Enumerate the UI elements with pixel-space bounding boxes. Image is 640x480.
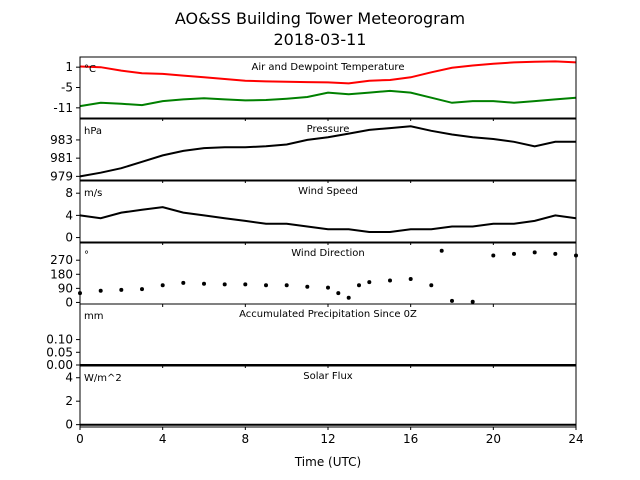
panel-3-point bbox=[222, 282, 227, 287]
panel-3-point bbox=[202, 281, 206, 286]
panel-3-point bbox=[491, 253, 496, 258]
panel-1-ytick-label: 983 bbox=[50, 133, 73, 147]
panel-2-series-line-0 bbox=[79, 206, 577, 233]
panel-3-ytick-label: 0 bbox=[65, 295, 73, 309]
panels-group: Air and Dewpoint Temperature °C 1 -5 -11 Pres… bbox=[46, 56, 584, 446]
panel-3-point bbox=[119, 287, 124, 292]
panel-1-ytick-label: 979 bbox=[50, 169, 73, 183]
panel-0-ytick-label: -5 bbox=[61, 81, 73, 95]
panel-3-point bbox=[243, 282, 248, 287]
panel-3-point bbox=[98, 288, 103, 293]
figure-title-line2: 2018-03-11 bbox=[274, 30, 367, 49]
panel-5-unit-label: W/m^2 bbox=[84, 373, 122, 384]
panel-2-ytick-label: 8 bbox=[65, 186, 73, 200]
panel-0-series-line-1 bbox=[79, 89, 577, 108]
panel-1-title: Pressure bbox=[307, 124, 350, 135]
panel-3-point bbox=[357, 283, 361, 288]
panel-2-ytick-label: 0 bbox=[65, 231, 73, 245]
panel-4-ytick-label: 0.00 bbox=[46, 358, 73, 372]
panel-3-ytick-label: 90 bbox=[58, 281, 73, 295]
figure-title-line1: AO&SS Building Tower Meteorogram bbox=[175, 9, 465, 28]
panel-3-point bbox=[264, 283, 268, 288]
panel-3-point bbox=[408, 277, 413, 281]
panel-2-ytick-label: 4 bbox=[65, 208, 73, 222]
panel-0-ytick-label: -11 bbox=[53, 101, 73, 115]
panel-3-point bbox=[346, 295, 351, 300]
panel-3-unit-label: ° bbox=[84, 250, 89, 261]
panel-4-ytick-label: 0.05 bbox=[46, 345, 73, 359]
panel-4-unit-label: mm bbox=[84, 311, 103, 322]
panel-3-point bbox=[336, 291, 341, 296]
panel-3-point bbox=[470, 299, 475, 304]
xtick-label: 0 bbox=[76, 432, 84, 446]
panel-3-point bbox=[450, 298, 454, 303]
panel-1-series-line-0 bbox=[79, 125, 576, 178]
panel-3-point bbox=[181, 280, 186, 285]
panel-0-unit-label: °C bbox=[84, 64, 96, 75]
panel-3-point bbox=[532, 250, 537, 255]
panel-3-point bbox=[284, 283, 289, 288]
panel-3-point bbox=[160, 283, 165, 288]
panel-1-ytick-label: 981 bbox=[50, 151, 73, 165]
panel-3-point bbox=[512, 251, 516, 256]
panel-3-point bbox=[367, 280, 372, 285]
panel-3-ytick-label: 180 bbox=[50, 267, 73, 281]
x-axis-label: Time (UTC) bbox=[294, 455, 361, 469]
xtick-label: 24 bbox=[568, 432, 583, 446]
panel-3-point bbox=[553, 251, 558, 256]
panel-2-unit-label: m/s bbox=[84, 188, 102, 199]
panel-0-series-line-0 bbox=[79, 60, 577, 85]
panel-2-title: Wind Speed bbox=[298, 186, 358, 197]
panel-0-title: Air and Dewpoint Temperature bbox=[252, 62, 405, 73]
xtick-label: 20 bbox=[486, 432, 501, 446]
xtick-label: 4 bbox=[159, 432, 167, 446]
xtick-label: 12 bbox=[320, 432, 335, 446]
xtick-label: 8 bbox=[242, 432, 250, 446]
panel-3-point bbox=[140, 287, 144, 292]
panel-3-title: Wind Direction bbox=[291, 248, 365, 259]
panel-5-ytick-label: 2 bbox=[65, 394, 73, 408]
xtick-label: 16 bbox=[403, 432, 418, 446]
panel-4-ytick-label: 0.10 bbox=[46, 333, 73, 347]
panel-1-unit-label: hPa bbox=[84, 126, 102, 137]
panel-5-ytick-label: 4 bbox=[65, 371, 73, 385]
panel-3-point bbox=[326, 285, 330, 290]
panel-0-ytick-label: 1 bbox=[65, 60, 73, 74]
panel-3-ytick-label: 270 bbox=[50, 253, 73, 267]
panel-5-title: Solar Flux bbox=[303, 371, 353, 382]
panel-3-point bbox=[388, 278, 392, 283]
panel-4-title: Accumulated Precipitation Since 0Z bbox=[239, 309, 417, 320]
panel-3-point bbox=[305, 284, 310, 289]
panel-5-ytick-label: 0 bbox=[65, 418, 73, 432]
panel-3-point bbox=[429, 283, 434, 288]
panel-3-point bbox=[439, 248, 444, 253]
